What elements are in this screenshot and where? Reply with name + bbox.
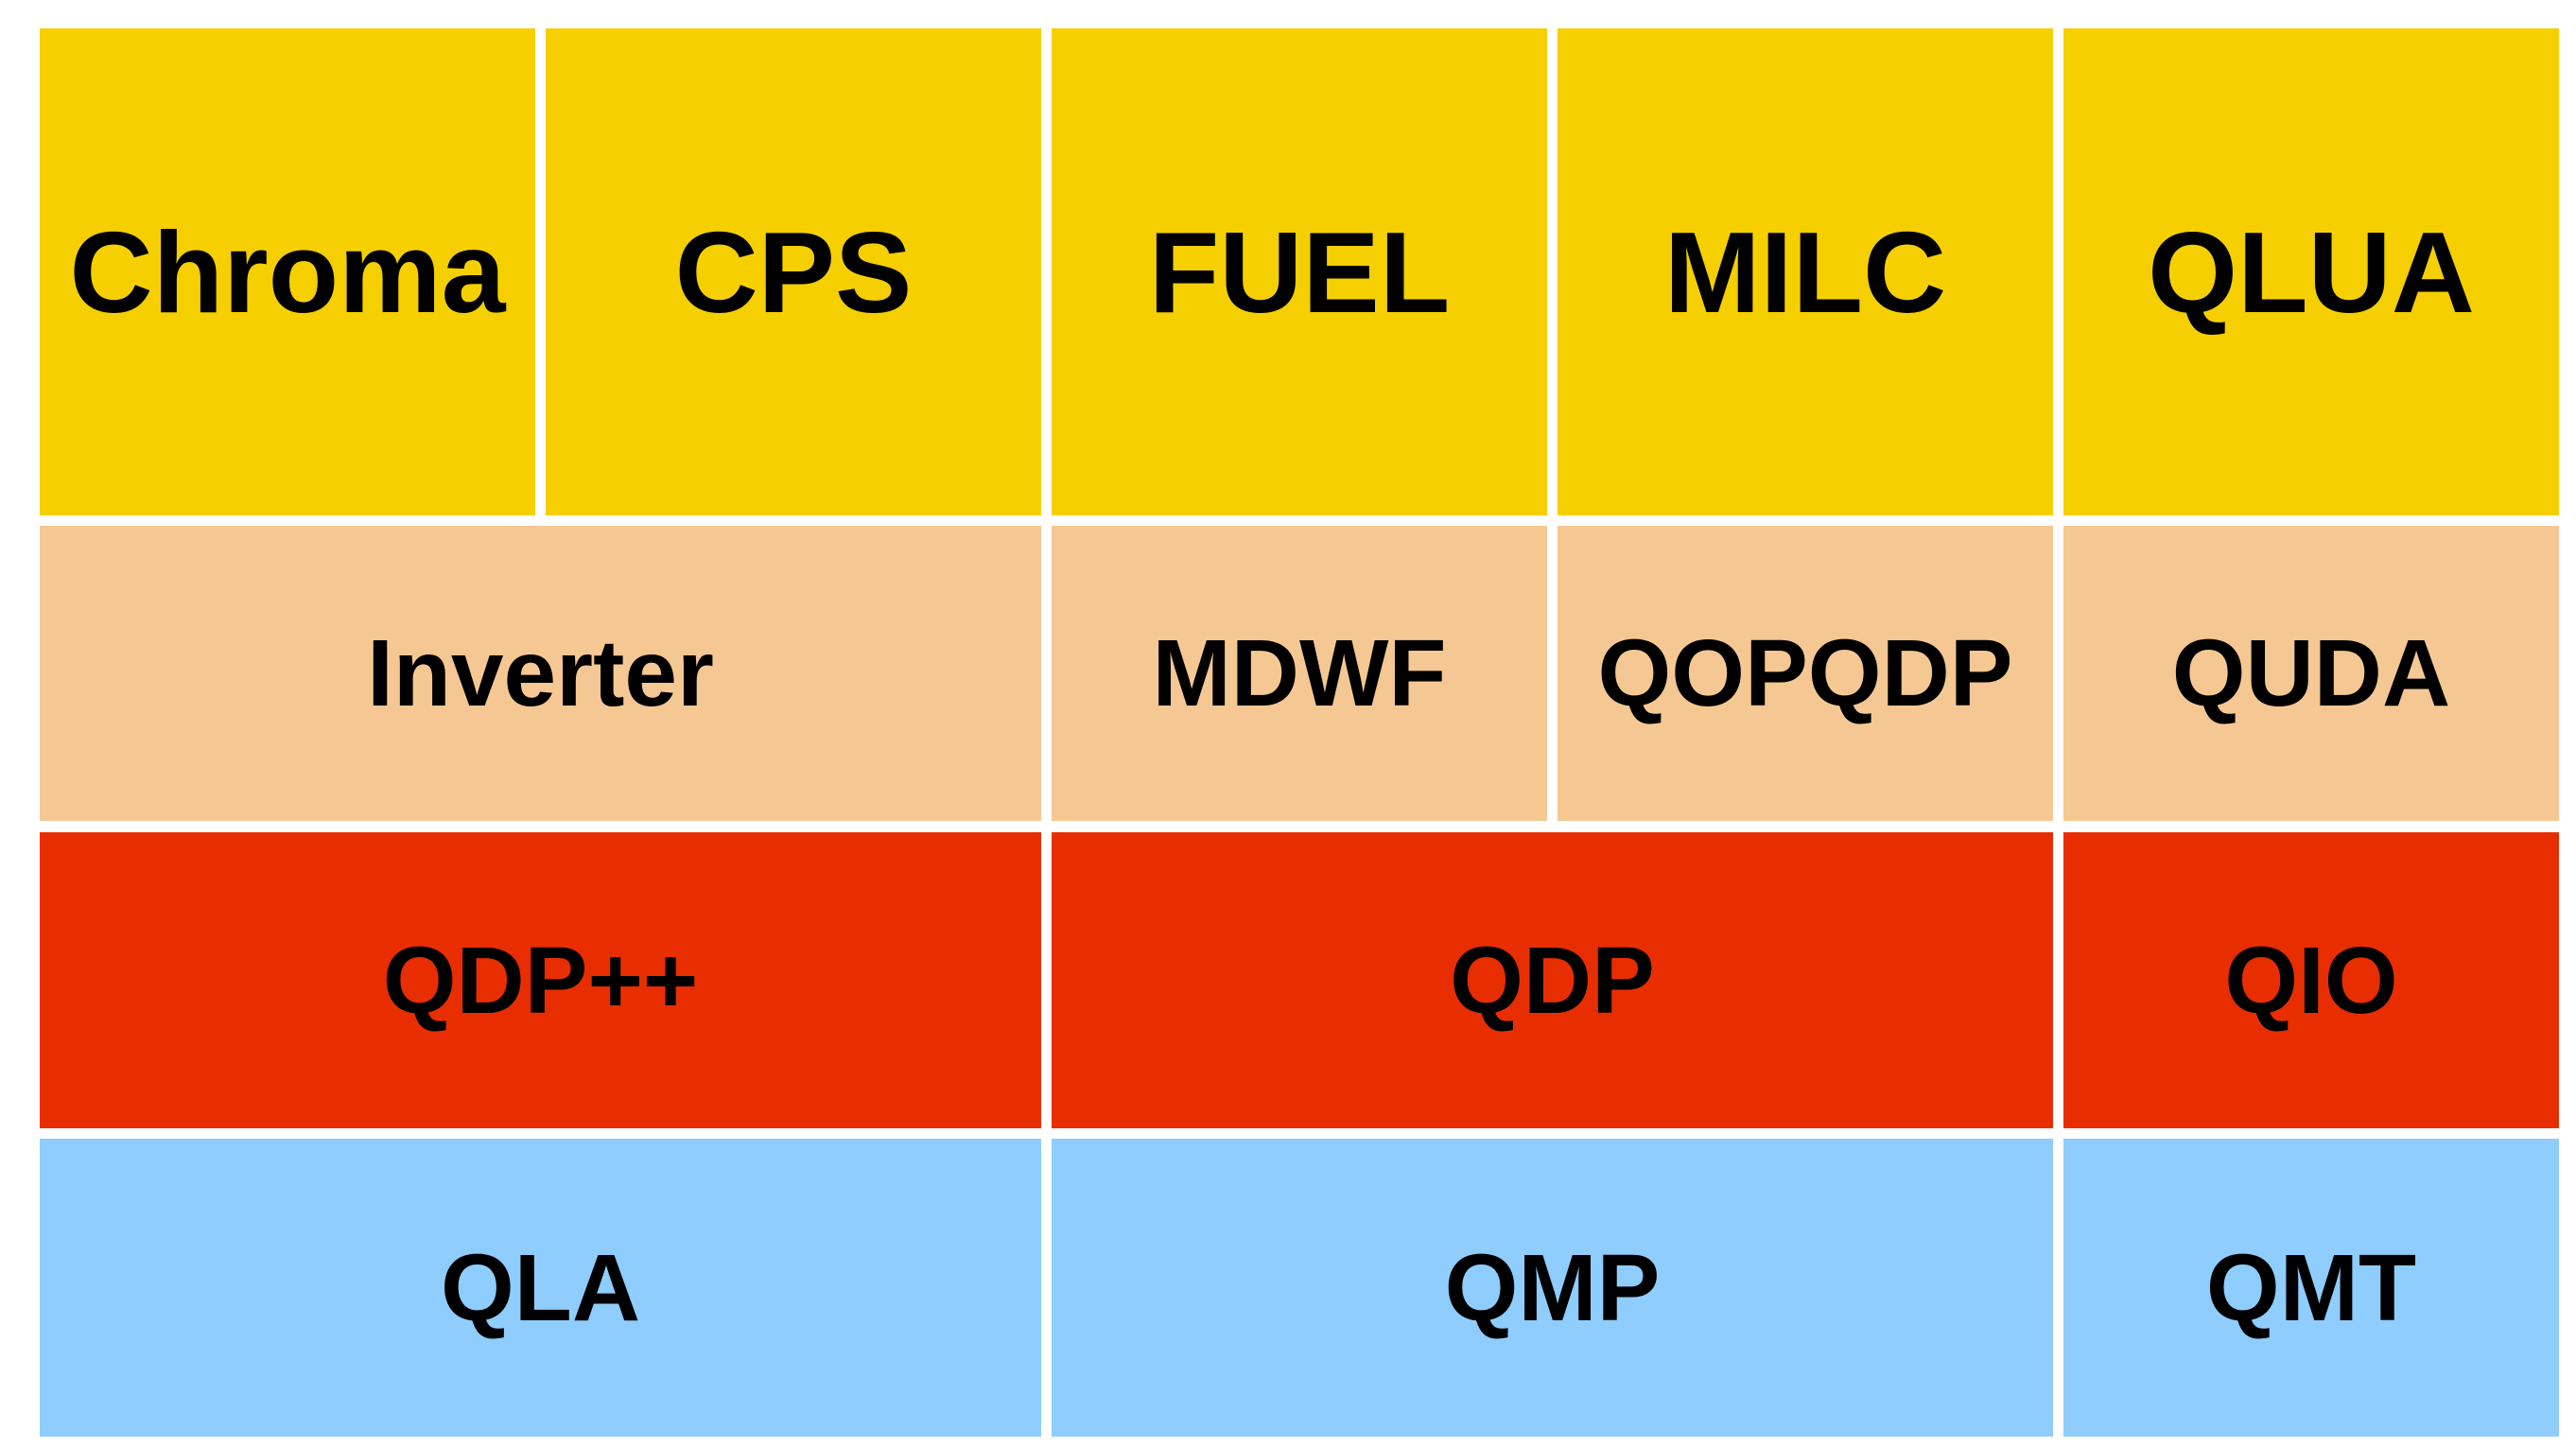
block-label: QDP++: [382, 927, 699, 1034]
block-label: MILC: [1663, 207, 1947, 337]
block-label: Inverter: [367, 620, 714, 726]
block-qio: QIO: [2063, 832, 2559, 1128]
block-label: QLUA: [2148, 207, 2475, 337]
block-quda: QUDA: [2063, 526, 2559, 821]
block-qopqdp: QOPQDP: [1558, 526, 2053, 821]
block-cps: CPS: [546, 28, 1041, 515]
block-milc: MILC: [1558, 28, 2053, 515]
block-label: QMT: [2205, 1234, 2417, 1341]
block-label: QIO: [2224, 927, 2398, 1034]
block-label: FUEL: [1148, 207, 1451, 337]
block-qla: QLA: [40, 1139, 1041, 1437]
block-qmp: QMP: [1052, 1139, 2053, 1437]
block-qdp: QDP: [1052, 832, 2053, 1128]
block-qlua: QLUA: [2063, 28, 2559, 515]
block-label: QDP: [1450, 927, 1655, 1034]
block-label: CPS: [674, 207, 913, 337]
block-fuel: FUEL: [1052, 28, 1547, 515]
block-label: QUDA: [2171, 620, 2451, 726]
block-inverter: Inverter: [40, 526, 1041, 821]
block-chroma: Chroma: [40, 28, 535, 515]
block-qmt: QMT: [2063, 1139, 2559, 1437]
block-label: QOPQDP: [1597, 620, 2013, 726]
block-label: MDWF: [1152, 620, 1447, 726]
block-label: Chroma: [69, 207, 506, 337]
block-label: QLA: [440, 1234, 641, 1341]
block-qdp-plus-plus: QDP++: [40, 832, 1041, 1128]
block-mdwf: MDWF: [1052, 526, 1547, 821]
block-label: QMP: [1444, 1234, 1661, 1341]
